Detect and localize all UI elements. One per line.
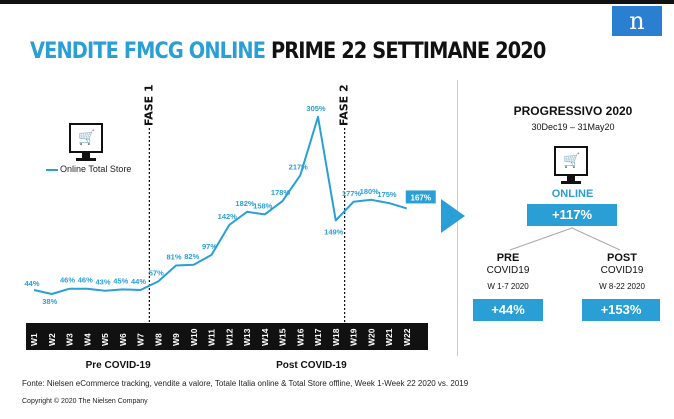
data-label: 142% bbox=[218, 212, 238, 221]
phase-label: FASE 1 bbox=[142, 84, 155, 126]
x-tick-label: W13 bbox=[242, 328, 252, 346]
chart-legend: Online Total Store bbox=[46, 164, 131, 174]
data-label: 38% bbox=[42, 297, 57, 306]
x-tick-label: W22 bbox=[402, 328, 412, 346]
x-tick-label: W17 bbox=[313, 328, 323, 346]
x-tick-label: W18 bbox=[331, 328, 341, 346]
x-tick-label: W2 bbox=[47, 333, 57, 346]
source-footnote: Fonte: Nielsen eCommerce tracking, vendi… bbox=[22, 379, 469, 388]
online-store-monitor-icon: 🛒 bbox=[69, 123, 103, 161]
arrow-right-icon bbox=[441, 199, 465, 233]
period-label: Post COVID-19 bbox=[276, 360, 347, 371]
data-label: 149% bbox=[324, 227, 344, 236]
post-weeks: W 8-22 2020 bbox=[599, 282, 645, 291]
data-label: 44% bbox=[131, 277, 146, 286]
title-part-1: VENDITE FMCG ONLINE bbox=[30, 39, 266, 64]
pre-value-box: +44% bbox=[473, 299, 543, 321]
connector-post bbox=[571, 227, 621, 251]
pre-label: PRE bbox=[496, 252, 520, 264]
data-label: 175% bbox=[377, 190, 397, 199]
phase-label: FASE 2 bbox=[338, 84, 351, 126]
data-label: 180% bbox=[360, 187, 380, 196]
nielsen-logo: n bbox=[612, 6, 662, 36]
x-tick-label: W19 bbox=[349, 328, 359, 346]
x-tick-label: W7 bbox=[136, 333, 146, 346]
legend-label: Online Total Store bbox=[60, 164, 132, 174]
post-value-box: +153% bbox=[582, 299, 660, 321]
data-label: 81% bbox=[166, 252, 181, 261]
online-monitor-icon: 🛒 bbox=[554, 146, 588, 184]
series-line bbox=[33, 115, 408, 295]
period-label: Pre COVID-19 bbox=[86, 360, 151, 371]
page-title: VENDITE FMCG ONLINE PRIME 22 SETTIMANE 2… bbox=[30, 39, 546, 64]
online-value-box: +117% bbox=[527, 204, 617, 226]
x-tick-label: W11 bbox=[207, 329, 217, 346]
data-label: 217% bbox=[289, 162, 309, 171]
x-tick-label: W12 bbox=[224, 328, 234, 346]
data-label: 82% bbox=[184, 252, 199, 261]
data-label: 178% bbox=[271, 188, 291, 197]
data-label: 46% bbox=[78, 276, 93, 285]
x-axis-band bbox=[26, 323, 428, 350]
data-label: 177% bbox=[342, 189, 362, 198]
x-tick-label: W16 bbox=[295, 328, 305, 346]
progressivo-title: PROGRESSIVO 2020 bbox=[513, 104, 633, 118]
x-tick-label: W5 bbox=[100, 333, 110, 346]
online-label: ONLINE bbox=[551, 188, 594, 200]
data-label: 167% bbox=[411, 193, 431, 202]
x-tick-label: W10 bbox=[189, 328, 199, 346]
pre-covid-label: COVID19 bbox=[486, 265, 530, 276]
x-tick-label: W9 bbox=[171, 333, 181, 346]
title-part-2: PRIME 22 SETTIMANE 2020 bbox=[270, 39, 546, 64]
x-tick-label: W14 bbox=[260, 328, 270, 346]
progressivo-dates: 30Dec19 – 31May20 bbox=[531, 122, 615, 132]
legend-swatch bbox=[46, 168, 58, 171]
x-tick-label: W3 bbox=[65, 333, 75, 346]
data-label: 57% bbox=[149, 268, 164, 277]
data-label-highlight bbox=[405, 190, 436, 204]
data-label: 158% bbox=[253, 201, 273, 210]
shopping-cart-icon: 🛒 bbox=[78, 130, 96, 146]
x-tick-label: W6 bbox=[118, 333, 128, 346]
data-label: 305% bbox=[306, 104, 326, 113]
data-label: 46% bbox=[60, 276, 75, 285]
copyright: Copyright © 2020 The Nielsen Company bbox=[22, 398, 148, 405]
pre-weeks: W 1-7 2020 bbox=[487, 282, 529, 291]
x-tick-label: W4 bbox=[82, 333, 92, 346]
top-bar bbox=[0, 0, 674, 4]
data-label: 44% bbox=[24, 279, 39, 288]
shopping-cart-icon: 🛒 bbox=[563, 153, 581, 169]
post-covid-label: COVID19 bbox=[600, 265, 644, 276]
x-tick-label: W1 bbox=[29, 333, 39, 346]
connector-pre bbox=[509, 227, 573, 251]
x-tick-label: W8 bbox=[153, 333, 163, 346]
x-tick-label: W21 bbox=[384, 328, 394, 346]
x-tick-label: W20 bbox=[366, 328, 376, 346]
data-label: 45% bbox=[113, 276, 128, 285]
data-label: 182% bbox=[235, 199, 255, 208]
x-tick-label: W15 bbox=[278, 328, 288, 346]
data-label: 97% bbox=[202, 242, 217, 251]
post-label: POST bbox=[607, 252, 637, 264]
data-label: 43% bbox=[95, 278, 110, 287]
